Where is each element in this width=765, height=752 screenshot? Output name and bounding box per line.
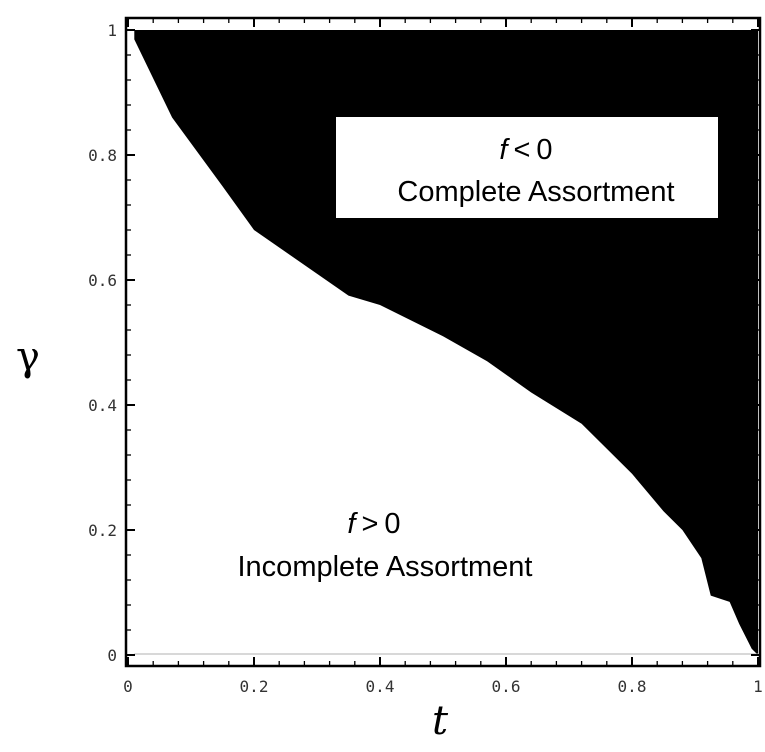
axis-ticks: [126, 18, 760, 666]
incomplete-sign-label: f >0: [347, 508, 400, 540]
x-tick-label: 0.8: [618, 677, 647, 696]
complete-sign-label: f <0: [499, 134, 552, 166]
y-tick-label: 1: [107, 21, 117, 40]
y-axis-title: γ: [16, 334, 40, 380]
incomplete-sign-num: 0: [384, 508, 400, 540]
x-tick-label: 0.6: [492, 677, 521, 696]
y-tick-label: 0: [107, 646, 117, 665]
complete-label-group: f <0 Complete Assortment: [336, 117, 718, 218]
x-tick-label: 0.4: [366, 677, 395, 696]
incomplete-label-group: f >0 Incomplete Assortment: [238, 508, 533, 583]
complete-sign-op: <: [513, 134, 530, 166]
x-tick-label: 0: [123, 677, 133, 696]
complete-label-box: [336, 117, 718, 218]
complete-sign-var: f: [499, 134, 510, 166]
incomplete-assortment-label: Incomplete Assortment: [238, 551, 533, 583]
x-tick-label: 1: [753, 677, 763, 696]
tick-labels: 0 0.2 0.4 0.6 0.8 1 0 0.2 0.4 0.6 0.8 1: [88, 21, 763, 696]
incomplete-sign-var: f: [347, 508, 358, 540]
y-tick-label: 0.2: [88, 521, 117, 540]
x-tick-label: 0.2: [240, 677, 269, 696]
y-tick-label: 0.4: [88, 396, 117, 415]
y-tick-label: 0.6: [88, 271, 117, 290]
x-axis-title: t: [432, 698, 449, 744]
complete-assortment-label: Complete Assortment: [397, 176, 674, 208]
y-tick-label: 0.8: [88, 146, 117, 165]
incomplete-sign-op: >: [361, 508, 378, 540]
complete-sign-num: 0: [536, 134, 552, 166]
